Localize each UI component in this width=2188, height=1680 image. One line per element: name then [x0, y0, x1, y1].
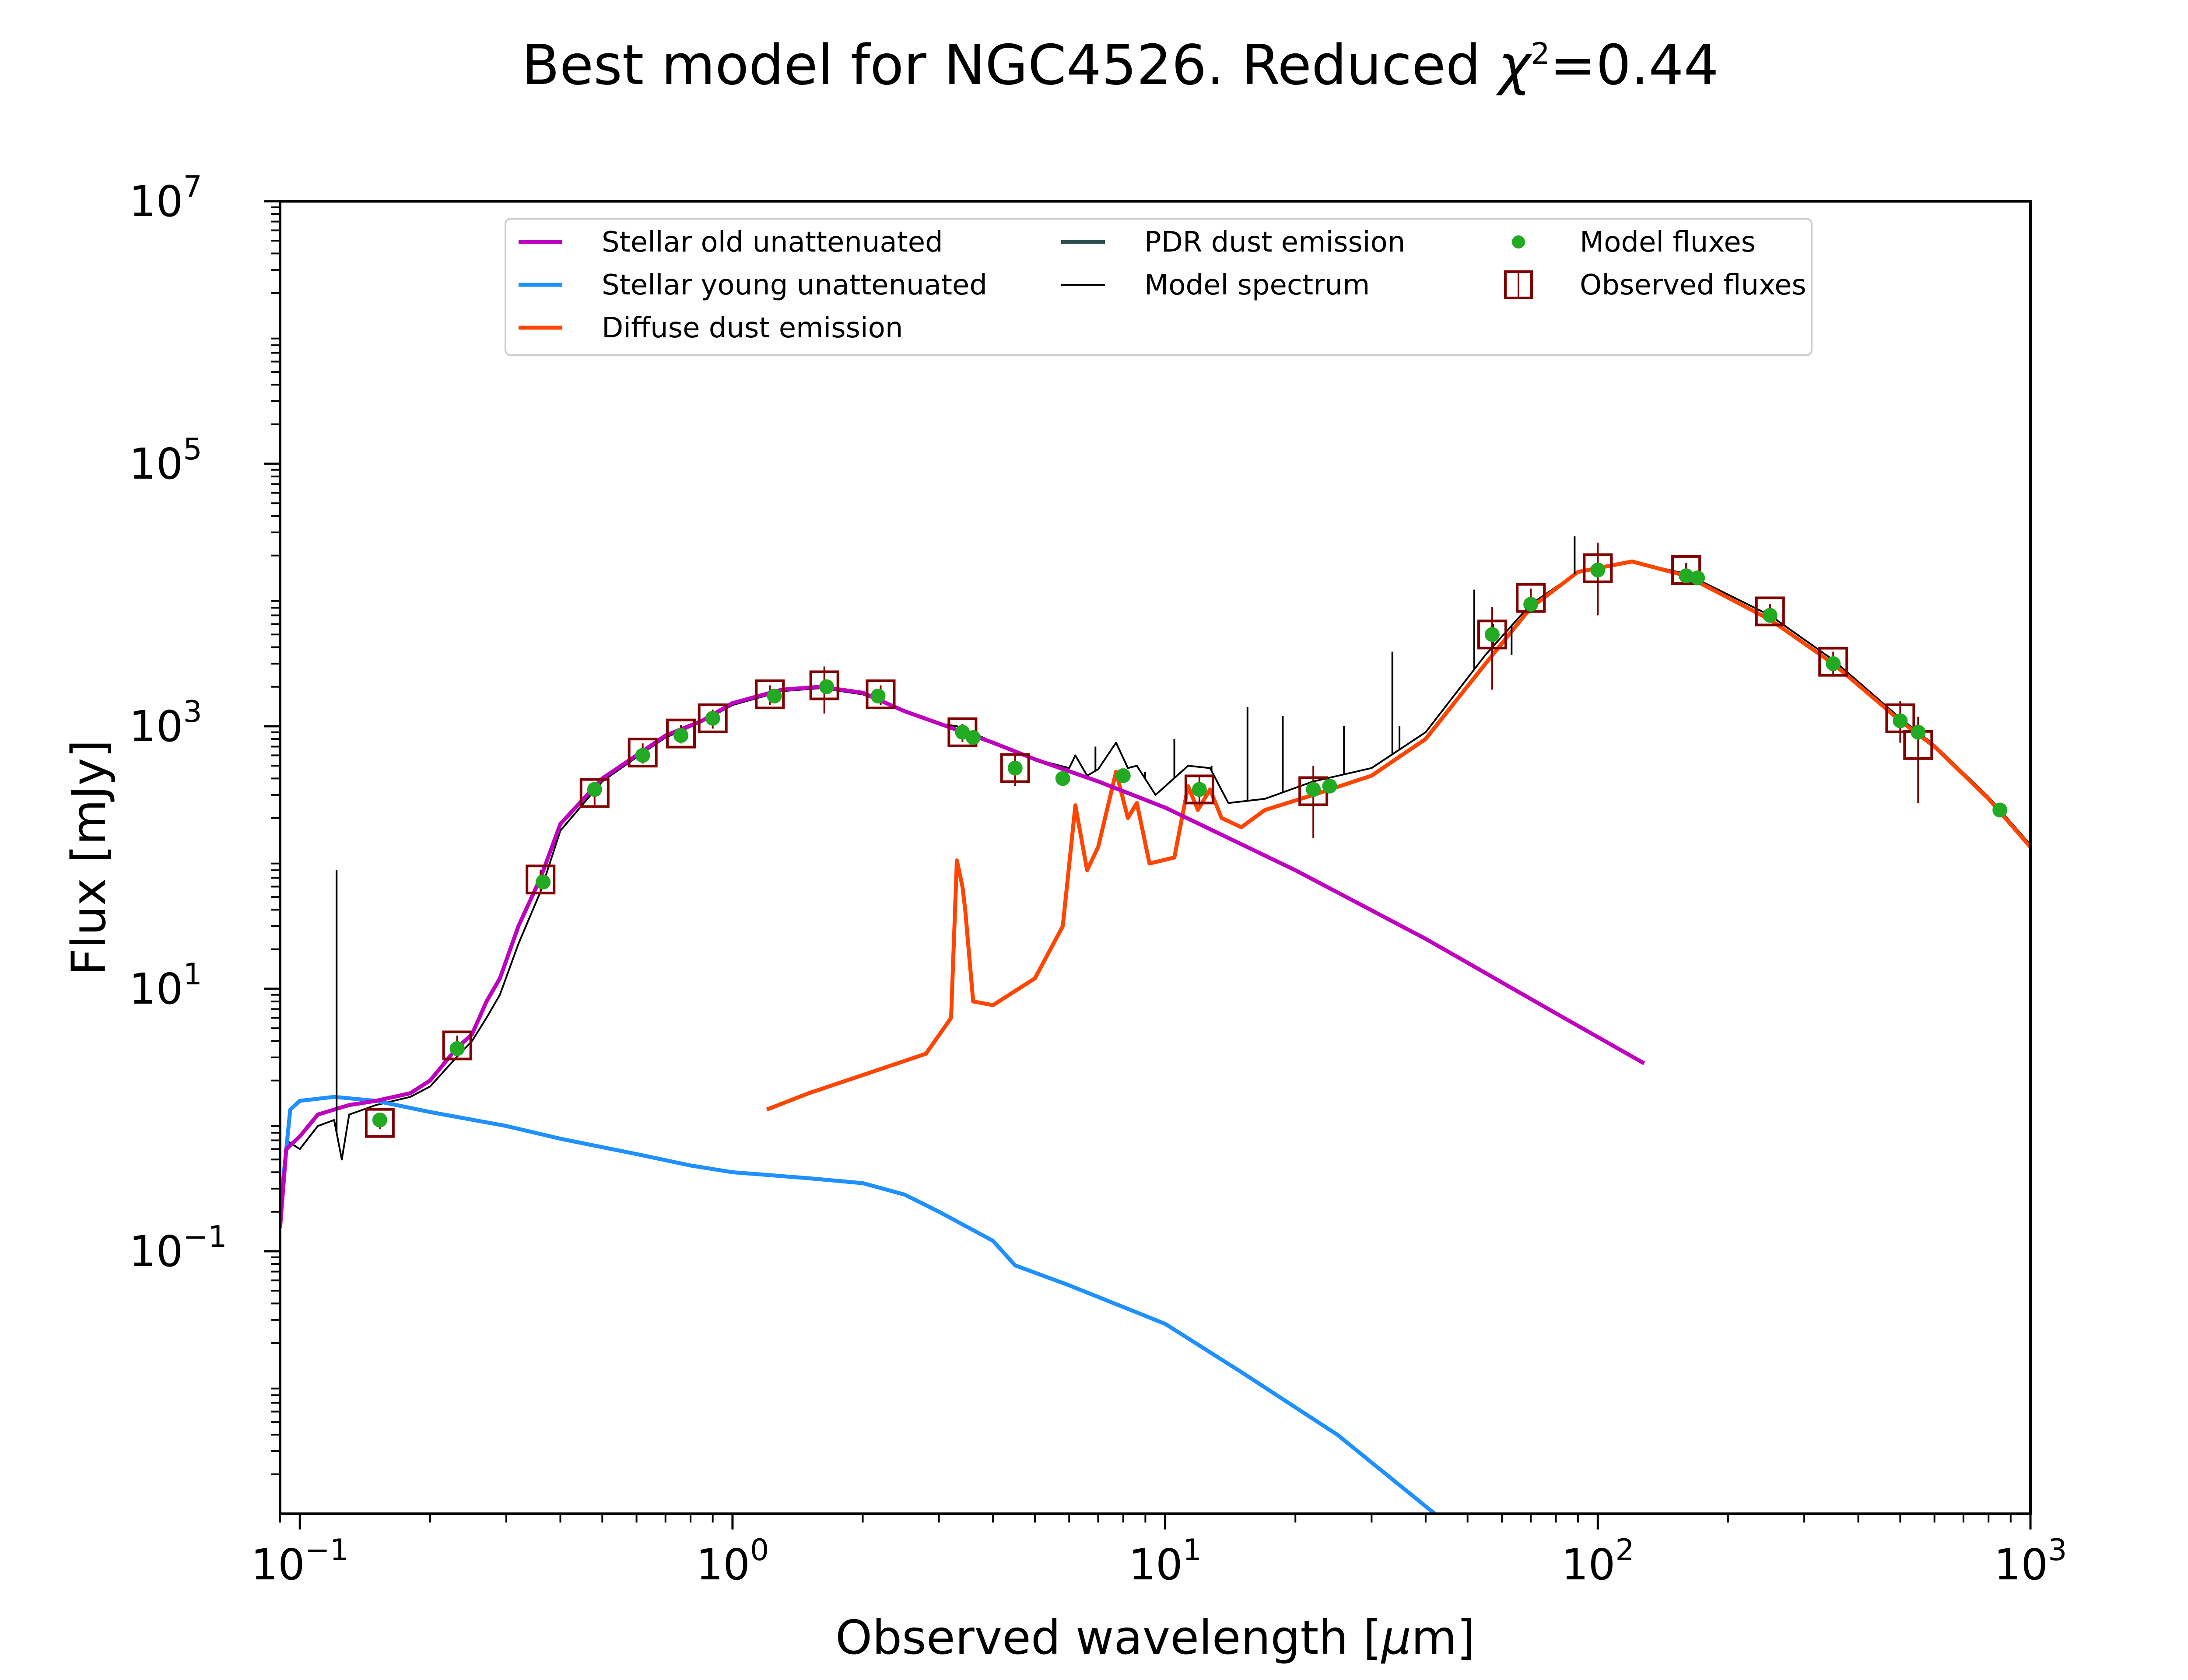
observed-flux-19 — [1818, 647, 1848, 677]
observed-flux-2 — [526, 864, 556, 895]
model-flux-1 — [449, 1041, 465, 1056]
model-flux-0 — [372, 1113, 387, 1127]
x-axis-label: Observed wavelength [μm] — [835, 1611, 1475, 1665]
model-flux-26 — [1911, 724, 1926, 740]
model-flux-9 — [870, 688, 886, 704]
legend-label: Stellar old unattenuated — [602, 226, 943, 259]
observed-flux-0 — [365, 1108, 395, 1138]
x-tick-label: 102 — [1561, 1533, 1634, 1589]
observed-flux-3 — [579, 778, 610, 808]
observed-flux-8 — [809, 670, 839, 700]
observed-flux-14 — [1477, 620, 1507, 650]
plot-frame — [279, 200, 2032, 1515]
model-flux-25 — [1893, 713, 1908, 728]
observed-flux-4 — [628, 738, 658, 768]
y-tick-label: 103 — [129, 695, 202, 751]
model-flux-16 — [1306, 782, 1321, 797]
y-tick-label: 105 — [129, 432, 202, 489]
legend-item-pdr-dust-emission: PDR dust emission — [1061, 226, 1405, 259]
model-flux-2 — [536, 875, 551, 890]
model-flux-23 — [1762, 608, 1778, 623]
chart-title: Best model for NGC4526. Reduced χ2=0.44 — [522, 33, 1718, 97]
model-flux-11 — [965, 730, 981, 745]
model-flux-13 — [1055, 771, 1070, 786]
series-stellar-young-unattenuated — [280, 1095, 1436, 1514]
observed-flux-12 — [1184, 774, 1214, 805]
y-tick-label: 107 — [129, 170, 202, 226]
model-flux-18 — [1484, 627, 1500, 642]
model-flux-14 — [1115, 768, 1131, 784]
model-flux-4 — [635, 748, 650, 763]
legend-item-stellar-young-unattenuated: Stellar young unattenuated — [519, 269, 987, 301]
y-axis-label: Flux [mJy] — [62, 739, 116, 975]
legend-label: Stellar young unattenuated — [602, 269, 987, 301]
observed-flux-9 — [866, 679, 896, 710]
observed-flux-6 — [698, 703, 728, 733]
model-flux-5 — [673, 728, 689, 743]
legend-item-model-spectrum: Model spectrum — [1061, 269, 1370, 301]
observed-flux-16 — [1583, 553, 1613, 583]
y-tick-label: 10−1 — [129, 1220, 227, 1276]
series-diffuse-dust-emission — [766, 559, 2030, 1112]
model-flux-15 — [1192, 782, 1207, 797]
model-flux-3 — [587, 782, 602, 797]
model-flux-17 — [1322, 778, 1337, 794]
legend-label: Model fluxes — [1580, 226, 1756, 259]
model-flux-12 — [1007, 760, 1023, 776]
observed-flux-7 — [755, 679, 785, 710]
flux-points-layer — [365, 542, 2008, 1138]
model-flux-22 — [1690, 570, 1705, 585]
legend-label: Model spectrum — [1144, 269, 1370, 301]
model-flux-8 — [819, 679, 834, 694]
observed-flux-20 — [1885, 703, 1915, 733]
legend-item-model-fluxes: Model fluxes — [1512, 226, 1756, 259]
x-tick-label: 101 — [1129, 1533, 1202, 1589]
legend-label: PDR dust emission — [1144, 226, 1405, 259]
model-flux-21 — [1679, 568, 1694, 584]
legend-frame — [505, 218, 1813, 356]
model-flux-27 — [1992, 802, 2008, 818]
x-tick-label: 10−1 — [251, 1533, 349, 1589]
legend: Stellar old unattenuated Stellar young un… — [505, 218, 1813, 356]
x-tick-label: 103 — [1994, 1533, 2067, 1589]
legend-label: Diffuse dust emission — [602, 312, 903, 344]
model-flux-7 — [767, 688, 782, 704]
model-flux-20 — [1590, 562, 1606, 578]
observed-flux-1 — [442, 1030, 472, 1060]
ticks-layer: 10−1 100 101 102 103 10−1 101 103 105 107 — [129, 170, 2067, 1589]
legend-swatch — [1512, 235, 1525, 248]
observed-flux-5 — [666, 718, 696, 749]
legend-item-diffuse-dust-emission: Diffuse dust emission — [519, 312, 903, 344]
legend-item-observed-fluxes: Observed fluxes — [1504, 269, 1806, 301]
x-tick-label: 100 — [696, 1533, 769, 1589]
observed-flux-11 — [1000, 753, 1030, 783]
observed-flux-18 — [1755, 596, 1785, 626]
legend-label: Observed fluxes — [1580, 269, 1806, 301]
model-flux-24 — [1826, 656, 1841, 671]
observed-flux-17 — [1671, 555, 1701, 585]
legend-swatch — [1504, 270, 1533, 299]
legend-item-stellar-old-unattenuated: Stellar old unattenuated — [519, 226, 943, 259]
model-flux-6 — [705, 710, 720, 726]
y-tick-label: 101 — [129, 957, 202, 1014]
model-flux-19 — [1523, 597, 1539, 612]
